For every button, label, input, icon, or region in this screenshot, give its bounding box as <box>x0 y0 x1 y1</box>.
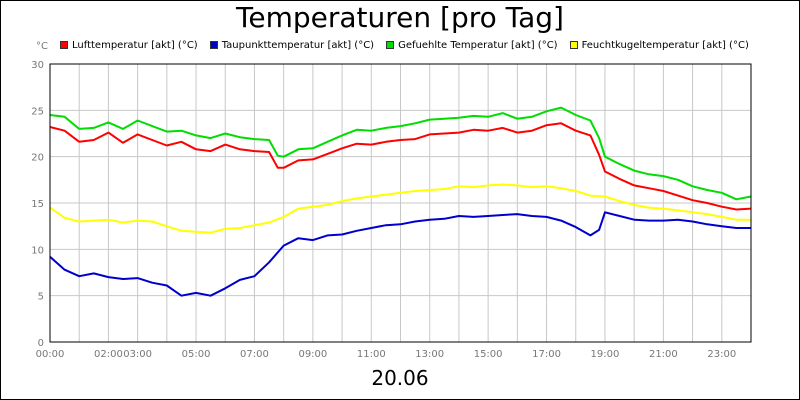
plot-border <box>49 63 752 343</box>
legend-label-feuchtkugeltemperatur: Feuchtkugeltemperatur [akt] (°C) <box>581 39 749 51</box>
legend-item-feuchtkugeltemperatur: Feuchtkugeltemperatur [akt] (°C) <box>569 39 749 51</box>
legend-swatch-lufttemperatur <box>60 41 68 49</box>
x-tick-label: 02:00 <box>94 349 123 360</box>
legend-item-taupunkttemperatur: Taupunkttemperatur [akt] (°C) <box>209 39 375 51</box>
series-line-1 <box>49 211 751 297</box>
x-tick-label: 03:00 <box>123 349 152 360</box>
y-tick-label: 10 <box>31 245 44 256</box>
x-tick-label: 23:00 <box>707 349 736 360</box>
x-tick-label: 17:00 <box>532 349 561 360</box>
legend-item-gefuehlte-temperatur: Gefuehlte Temperatur [akt] (°C) <box>386 39 558 51</box>
legend-label-gefuehlte-temperatur: Gefuehlte Temperatur [akt] (°C) <box>398 39 558 51</box>
legend-label-lufttemperatur: Lufttemperatur [akt] (°C) <box>72 39 198 51</box>
legend-label-taupunkttemperatur: Taupunkttemperatur [akt] (°C) <box>221 39 375 51</box>
y-tick-label: 30 <box>31 60 44 71</box>
series-line-0 <box>49 122 752 211</box>
x-tick-label: 05:00 <box>182 349 211 360</box>
x-tick-label: 19:00 <box>591 349 620 360</box>
y-tick-label: 5 <box>38 292 44 303</box>
legend-swatch-gefuehlte-temperatur <box>386 41 395 49</box>
legend-item-lufttemperatur: Lufttemperatur [akt] (°C) <box>60 40 198 51</box>
series-line-3 <box>49 183 751 234</box>
legend-swatch-taupunkttemperatur <box>209 41 218 49</box>
chart-title: Temperaturen [pro Tag] <box>236 1 564 34</box>
x-axis-date-label: 20.06 <box>371 366 429 390</box>
y-tick-label: 0 <box>38 338 44 349</box>
x-tick-label: 21:00 <box>649 349 678 360</box>
x-tick-label: 15:00 <box>474 349 503 360</box>
x-tick-label: 11:00 <box>357 349 386 360</box>
y-tick-label: 15 <box>31 199 44 210</box>
y-axis-unit-label: °C <box>36 41 48 52</box>
x-tick-label: 09:00 <box>298 349 327 360</box>
x-tick-label: 07:00 <box>240 349 269 360</box>
series-line-2 <box>49 106 752 201</box>
legend: Lufttemperatur [akt] (°C) Taupunkttemper… <box>60 38 761 52</box>
x-tick-label: 13:00 <box>415 349 444 360</box>
legend-swatch-feuchtkugeltemperatur <box>569 41 578 49</box>
y-tick-label: 25 <box>31 106 44 117</box>
x-tick-label: 00:00 <box>36 349 65 360</box>
y-tick-label: 20 <box>31 153 44 164</box>
